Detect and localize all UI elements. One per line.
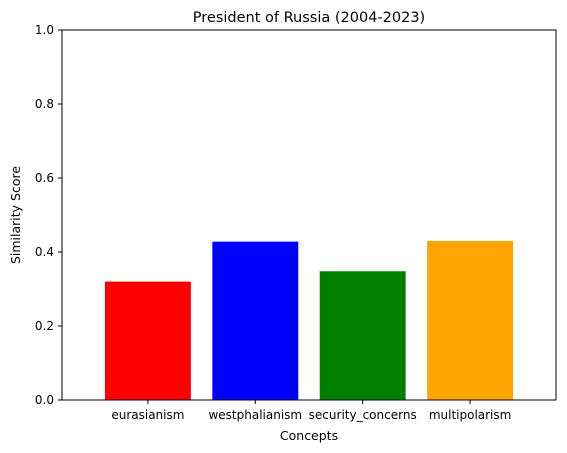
x-axis-label: Concepts <box>280 428 338 443</box>
y-tick-label: 0.6 <box>35 171 54 185</box>
y-tick-label: 0.4 <box>35 245 54 259</box>
y-tick-label: 0.8 <box>35 97 54 111</box>
x-tick-label: eurasianism <box>111 408 184 422</box>
bar-security-concerns <box>319 271 406 400</box>
y-tick-label: 0.0 <box>35 393 54 407</box>
x-axis-ticks: eurasianism westphalianism security_concer… <box>111 400 511 422</box>
y-tick-label: 1.0 <box>35 23 54 37</box>
y-axis-label: Similarity Score <box>8 166 23 264</box>
x-tick-label: westphalianism <box>208 408 302 422</box>
bar-westphalianism <box>212 241 299 400</box>
x-tick-label: security_concerns <box>309 408 417 422</box>
bars-group <box>104 240 514 400</box>
y-tick-label: 0.2 <box>35 319 54 333</box>
y-axis-ticks: 0.0 0.2 0.4 0.6 0.8 1.0 <box>35 23 62 407</box>
bar-eurasianism <box>104 281 191 400</box>
plot-frame <box>61 29 557 401</box>
x-tick-label: multipolarism <box>429 408 512 422</box>
bar-multipolarism <box>427 240 514 400</box>
chart-title: President of Russia (2004-2023) <box>193 10 425 26</box>
